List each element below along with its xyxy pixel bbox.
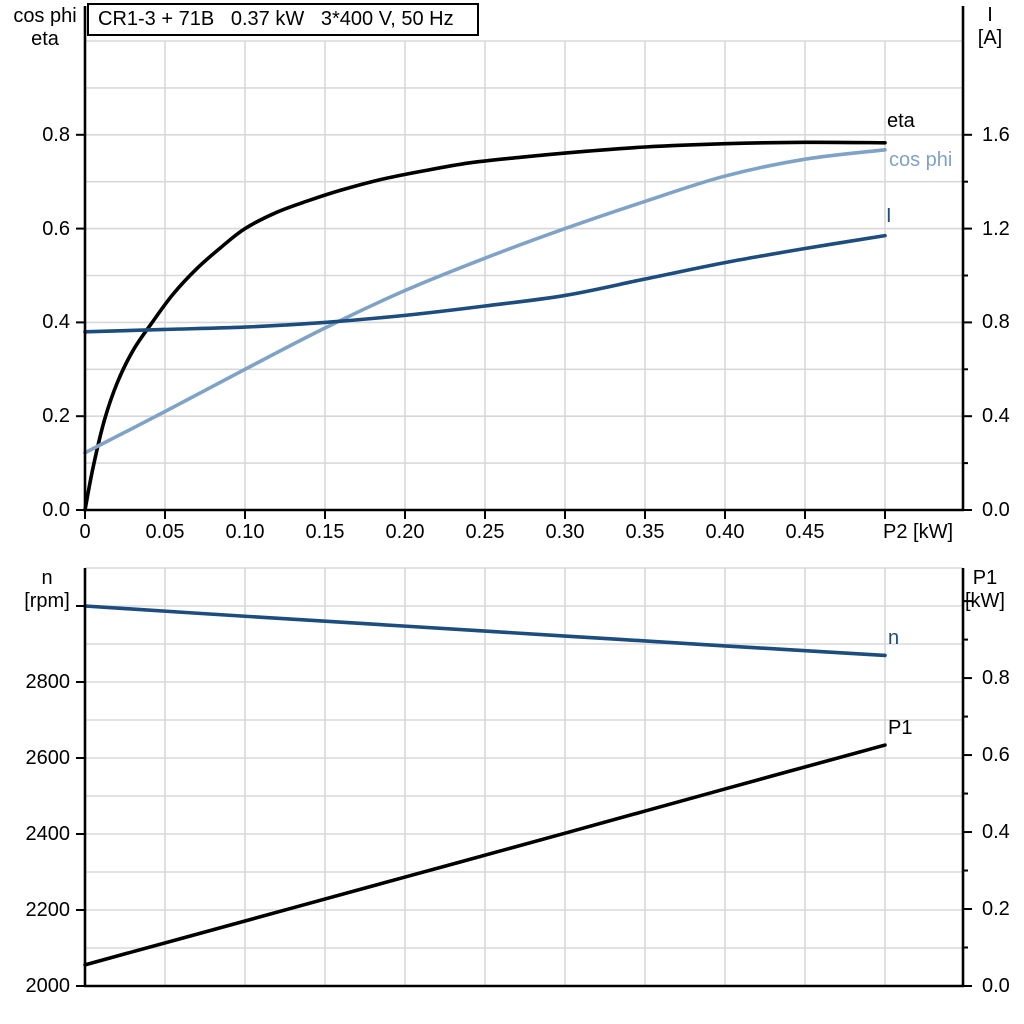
y-left-axis-title: n	[41, 567, 53, 589]
y-left-tick-label: 2000	[25, 975, 71, 997]
n-curve	[83, 604, 887, 658]
y-left-tick-label: 2400	[25, 823, 71, 845]
y-right-tick-label: 0.4	[982, 405, 1010, 428]
P1-curve	[83, 743, 887, 967]
y-right-tick-label: 0.8	[982, 667, 1010, 690]
y-right-axis-title: [kW]	[965, 590, 1005, 612]
y-right-axis-title: P1	[972, 567, 998, 589]
I-curve	[83, 233, 887, 334]
y-left-tick-label: 0.6	[42, 217, 70, 240]
y-right-axis-title: I	[987, 4, 993, 26]
chart-title-box: CR1-3 + 71B 0.37 kW 3*400 V, 50 Hz	[87, 3, 479, 36]
x-axis-unit-label: P2 [kW]	[882, 521, 954, 543]
x-tick-label: 0.40	[705, 521, 745, 543]
y-right-tick-label: 0.4	[982, 821, 1010, 844]
eta-curve-label: eta	[887, 110, 915, 132]
x-tick-label: 0.05	[145, 521, 185, 543]
n-curve-label: n	[888, 627, 900, 649]
x-tick-label: 0.30	[545, 521, 585, 543]
y-right-tick-label: 0.2	[982, 898, 1010, 921]
y-right-tick-label: 0.6	[982, 744, 1010, 767]
y-left-tick-label: 0.4	[42, 311, 70, 334]
y-right-tick-label: 0.8	[982, 311, 1010, 334]
P1-curve-label: P1	[888, 717, 913, 739]
x-tick-label: 0.25	[465, 521, 505, 543]
y-left-tick-label: 2200	[25, 899, 71, 921]
y-left-axis-title: eta	[31, 28, 59, 50]
y-left-tick-label: 2800	[25, 671, 71, 693]
y-left-tick-label: 0.2	[42, 405, 70, 428]
y-right-tick-label: 1.2	[982, 217, 1010, 240]
x-tick-label: 0.45	[785, 521, 825, 543]
y-left-tick-label: 0.0	[42, 499, 70, 521]
y-left-tick-label: 2600	[25, 747, 71, 769]
x-tick-label: 0.35	[625, 521, 665, 543]
I-curve-label: I	[886, 205, 892, 227]
y-right-tick-label: 1.6	[982, 123, 1010, 146]
y-left-tick-label: 0.8	[42, 123, 70, 146]
y-right-tick-label: 0.0	[982, 975, 1010, 997]
x-tick-label: 0.20	[385, 521, 425, 543]
x-tick-label: 0	[79, 521, 91, 543]
cos-phi-curve-label: cos phi	[889, 149, 953, 171]
x-tick-label: 0.10	[225, 521, 265, 543]
y-right-axis-title: [A]	[977, 27, 1003, 49]
x-tick-label: 0.15	[305, 521, 345, 543]
y-left-axis-title: cos phi	[13, 5, 77, 27]
cos-phi-curve	[83, 148, 887, 455]
eta-curve	[83, 140, 887, 512]
y-left-axis-title: [rpm]	[24, 590, 70, 612]
y-right-tick-label: 0.0	[982, 499, 1010, 521]
